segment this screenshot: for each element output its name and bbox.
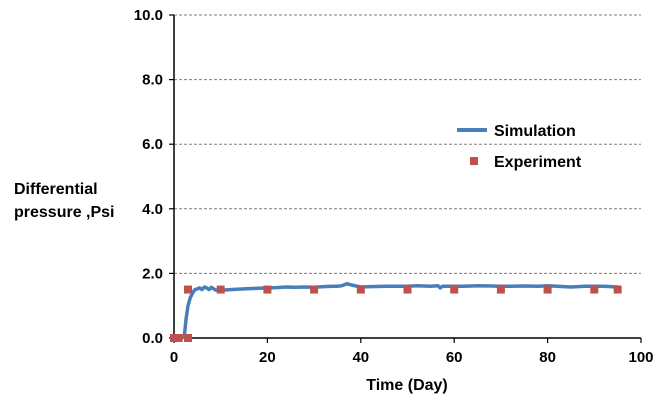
legend-experiment-swatch xyxy=(470,157,478,165)
y-tick-label: 10.0 xyxy=(134,7,163,24)
x-tick-label: 40 xyxy=(352,349,369,366)
experiment-point xyxy=(403,285,412,294)
gridlines xyxy=(174,14,641,274)
legend-simulation-label: Simulation xyxy=(494,123,576,140)
axes xyxy=(173,15,641,339)
y-axis-title-line-1: Differential xyxy=(14,181,98,198)
experiment-point xyxy=(184,334,193,342)
legend: Simulation Experiment xyxy=(457,123,582,171)
x-tick-label: 0 xyxy=(170,349,178,366)
experiment-point xyxy=(450,285,459,294)
experiment-point xyxy=(216,285,225,294)
experiment-point xyxy=(590,285,599,294)
y-tick-label: 8.0 xyxy=(142,72,163,89)
y-axis-title-line-2: pressure ,Psi xyxy=(14,204,115,221)
x-tick-label: 100 xyxy=(628,349,653,366)
experiment-point xyxy=(310,285,319,294)
experiment-point xyxy=(170,334,178,342)
experiment-point xyxy=(174,334,183,342)
experiment-point xyxy=(543,285,552,294)
y-tick-label: 2.0 xyxy=(142,265,163,282)
y-tick-label: 6.0 xyxy=(142,136,163,153)
y-ticks: 0.0 2.0 4.0 6.0 8.0 10.0 xyxy=(134,7,174,347)
x-tick-label: 20 xyxy=(259,349,276,366)
legend-experiment-label: Experiment xyxy=(494,154,582,171)
experiment-point xyxy=(184,285,193,294)
experiment-series xyxy=(170,285,622,342)
experiment-point xyxy=(496,285,505,294)
experiment-point xyxy=(356,285,365,294)
experiment-point xyxy=(613,285,622,294)
experiment-point xyxy=(263,285,272,294)
y-tick-label: 0.0 xyxy=(142,330,163,347)
x-ticks: 0 20 40 60 80 100 xyxy=(170,338,654,366)
y-tick-label: 4.0 xyxy=(142,201,163,218)
x-axis-title: Time (Day) xyxy=(366,377,448,394)
x-tick-label: 60 xyxy=(446,349,463,366)
x-tick-label: 80 xyxy=(539,349,556,366)
